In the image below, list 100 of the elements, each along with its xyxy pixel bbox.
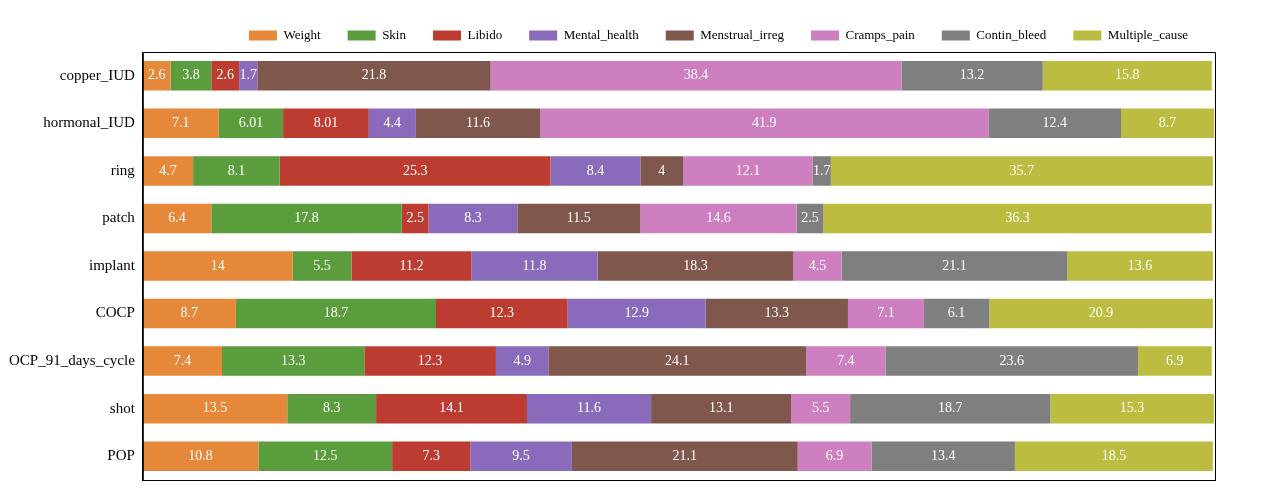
bar xyxy=(901,61,1043,91)
bar xyxy=(548,346,807,376)
data-label: 15.3 xyxy=(1119,400,1145,416)
bar xyxy=(235,298,437,329)
bar xyxy=(885,346,1138,376)
bar xyxy=(142,346,222,376)
bar xyxy=(1050,393,1214,424)
data-label: 8.01 xyxy=(313,115,339,131)
data-label: 1.7 xyxy=(813,162,831,178)
data-label: 18.5 xyxy=(1101,447,1127,463)
y-tick-label: OCP_91_days_cycle xyxy=(8,352,136,369)
data-label: 15.8 xyxy=(1115,67,1140,83)
data-label: 13.1 xyxy=(708,400,734,416)
data-label: 38.4 xyxy=(683,67,709,83)
data-label: 2.6 xyxy=(216,67,234,83)
y-tick-label: patch xyxy=(102,209,136,226)
data-label: 12.3 xyxy=(417,352,443,368)
bar xyxy=(651,393,792,424)
data-label: 13.4 xyxy=(930,447,956,463)
bar xyxy=(988,108,1122,139)
bar xyxy=(142,393,288,424)
legend-label: Mental_health xyxy=(563,26,640,42)
data-label: 7.4 xyxy=(837,352,855,368)
bar xyxy=(142,203,212,234)
data-label: 14.1 xyxy=(439,400,464,416)
legend-label: Menstrual_irreg xyxy=(700,26,785,42)
data-label: 11.2 xyxy=(399,257,424,273)
bar xyxy=(279,156,551,186)
data-label: 6.4 xyxy=(168,210,186,226)
data-label: 6.9 xyxy=(1166,352,1184,368)
bar xyxy=(806,346,886,376)
bar xyxy=(364,346,496,376)
bar xyxy=(470,441,572,471)
y-tick-label: hormonal_IUD xyxy=(43,114,135,131)
data-label: 13.3 xyxy=(280,352,306,368)
bar xyxy=(1014,441,1213,471)
data-label: 11.6 xyxy=(577,400,602,416)
data-label: 12.3 xyxy=(489,305,515,321)
bar xyxy=(847,298,924,329)
data-label: 3.8 xyxy=(182,67,200,83)
bar xyxy=(1121,108,1215,139)
bar xyxy=(567,298,706,329)
legend-label: Libido xyxy=(467,26,503,42)
data-label: 12.1 xyxy=(735,162,761,178)
data-label: 4.5 xyxy=(808,257,827,273)
data-label: 8.3 xyxy=(464,210,482,226)
data-label: 11.6 xyxy=(465,115,490,131)
bar xyxy=(142,156,194,186)
data-label: 7.1 xyxy=(172,115,190,131)
bar xyxy=(142,441,259,471)
data-label: 8.7 xyxy=(180,305,199,321)
bar xyxy=(211,61,240,91)
legend-label: Contin_bleed xyxy=(976,26,1047,42)
data-label: 11.8 xyxy=(522,257,547,273)
data-label: 13.2 xyxy=(959,67,985,83)
y-tick-label: implant xyxy=(88,256,136,273)
bar xyxy=(368,108,416,139)
data-label: 10.8 xyxy=(188,447,213,463)
data-label: 12.4 xyxy=(1042,115,1067,131)
data-label: 5.5 xyxy=(811,400,830,416)
bar xyxy=(841,251,1068,281)
bar xyxy=(517,203,641,234)
bar xyxy=(640,156,684,186)
data-label: 18.7 xyxy=(323,305,349,321)
bar xyxy=(1137,346,1212,376)
bar xyxy=(793,251,842,281)
bar xyxy=(823,203,1212,234)
data-label: 4.7 xyxy=(159,162,177,178)
data-label: 8.7 xyxy=(1158,115,1177,131)
data-label: 13.3 xyxy=(764,305,790,321)
data-label: 1.7 xyxy=(239,67,257,83)
data-label: 4.4 xyxy=(383,115,402,131)
data-label: 25.3 xyxy=(402,162,428,178)
y-tick-label: copper_IUD xyxy=(59,66,135,83)
data-label: 35.7 xyxy=(1009,162,1035,178)
bar xyxy=(597,251,794,281)
bar xyxy=(257,61,491,91)
legend-label: Cramps_pain xyxy=(845,26,916,42)
data-label: 2.5 xyxy=(406,210,424,226)
bar xyxy=(415,108,541,139)
bar xyxy=(376,393,527,424)
data-label: 5.5 xyxy=(313,257,331,273)
bar xyxy=(550,156,641,186)
bar xyxy=(571,441,798,471)
data-label: 24.1 xyxy=(665,352,690,368)
data-label: 9.5 xyxy=(512,447,530,463)
bar xyxy=(495,346,549,376)
bar xyxy=(705,298,848,329)
bar xyxy=(222,346,365,376)
bar xyxy=(142,298,236,329)
bar xyxy=(791,393,851,424)
bar xyxy=(540,108,989,139)
data-label: 13.6 xyxy=(1127,257,1153,273)
data-label: 7.3 xyxy=(422,447,440,463)
bar xyxy=(258,441,393,471)
y-tick-label: ring xyxy=(110,161,136,178)
bar xyxy=(1042,61,1212,91)
legend-label: Weight xyxy=(283,26,322,42)
bar xyxy=(471,251,598,281)
data-label: 2.6 xyxy=(147,67,166,83)
